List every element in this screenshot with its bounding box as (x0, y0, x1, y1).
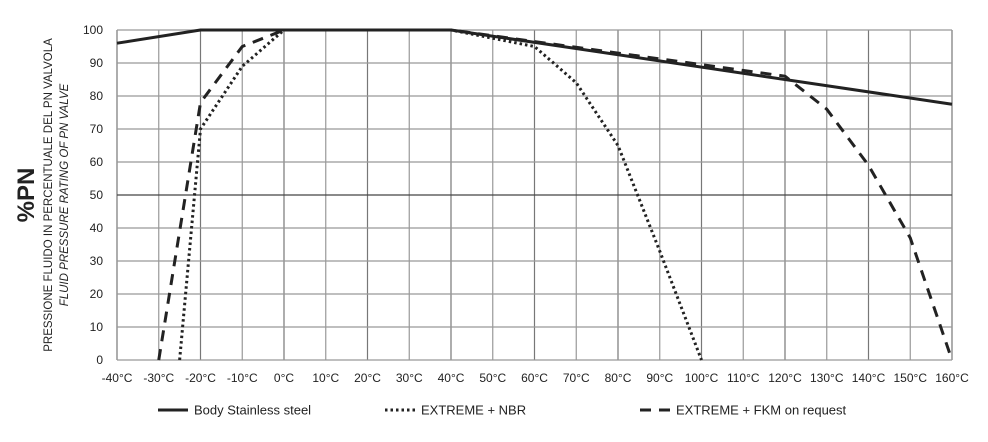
x-tick-label: 60°C (521, 371, 548, 385)
x-tick-label: 130°C (810, 371, 844, 385)
x-tick-label: -40°C (102, 371, 133, 385)
x-tick-label: 70°C (563, 371, 590, 385)
legend-label: EXTREME + FKM on request (676, 403, 847, 418)
x-tick-label: 90°C (646, 371, 673, 385)
legend-label: Body Stainless steel (194, 403, 311, 418)
y-tick-label: 100 (83, 23, 103, 37)
y-axis-label-it: PRESSIONE FLUIDO IN PERCENTUALE DEL PN V… (43, 38, 55, 352)
y-tick-label: 80 (90, 89, 104, 103)
y-tick-label: 90 (90, 56, 104, 70)
legend: Body Stainless steel EXTREME + NBR EXTREME… (158, 403, 847, 418)
x-tick-label: 100°C (685, 371, 719, 385)
y-tick-labels: 0 10 20 30 40 50 60 70 80 90 100 (83, 23, 103, 367)
x-tick-label: 40°C (438, 371, 465, 385)
x-tick-label: 120°C (768, 371, 802, 385)
y-tick-label: 50 (90, 188, 104, 202)
series-line-dashed (157, 28, 954, 361)
x-tick-label: 0°C (274, 371, 294, 385)
y-tick-label: 40 (90, 221, 104, 235)
grid (116, 29, 953, 361)
y-axis-label-en: FLUID PRESSURE RATING OF PN VALVE (59, 83, 71, 306)
x-tick-label: 80°C (605, 371, 632, 385)
y-axis-label-main: %PN (13, 168, 40, 223)
y-tick-label: 0 (96, 353, 103, 367)
legend-label: EXTREME + NBR (421, 403, 526, 418)
series-group (116, 28, 954, 361)
x-tick-label: -20°C (185, 371, 216, 385)
x-tick-label: 10°C (312, 371, 339, 385)
y-tick-label: 70 (90, 122, 104, 136)
series-line-dotted (178, 28, 703, 361)
series-line-solid (116, 28, 953, 106)
y-tick-label: 20 (90, 287, 104, 301)
x-tick-label: 150°C (894, 371, 928, 385)
y-tick-label: 10 (90, 320, 104, 334)
x-tick-label: -10°C (227, 371, 258, 385)
x-tick-label: 110°C (727, 371, 760, 385)
x-tick-labels: -40°C -30°C -20°C -10°C 0°C 10°C 20°C 30°C 40°C 5… (102, 371, 969, 385)
y-tick-label: 60 (90, 155, 104, 169)
y-tick-label: 30 (90, 254, 104, 268)
x-tick-label: 140°C (852, 371, 886, 385)
x-tick-label: 20°C (354, 371, 381, 385)
x-tick-label: 50°C (479, 371, 506, 385)
x-tick-label: 30°C (396, 371, 423, 385)
x-tick-label: 160°C (935, 371, 969, 385)
x-tick-label: -30°C (143, 371, 174, 385)
